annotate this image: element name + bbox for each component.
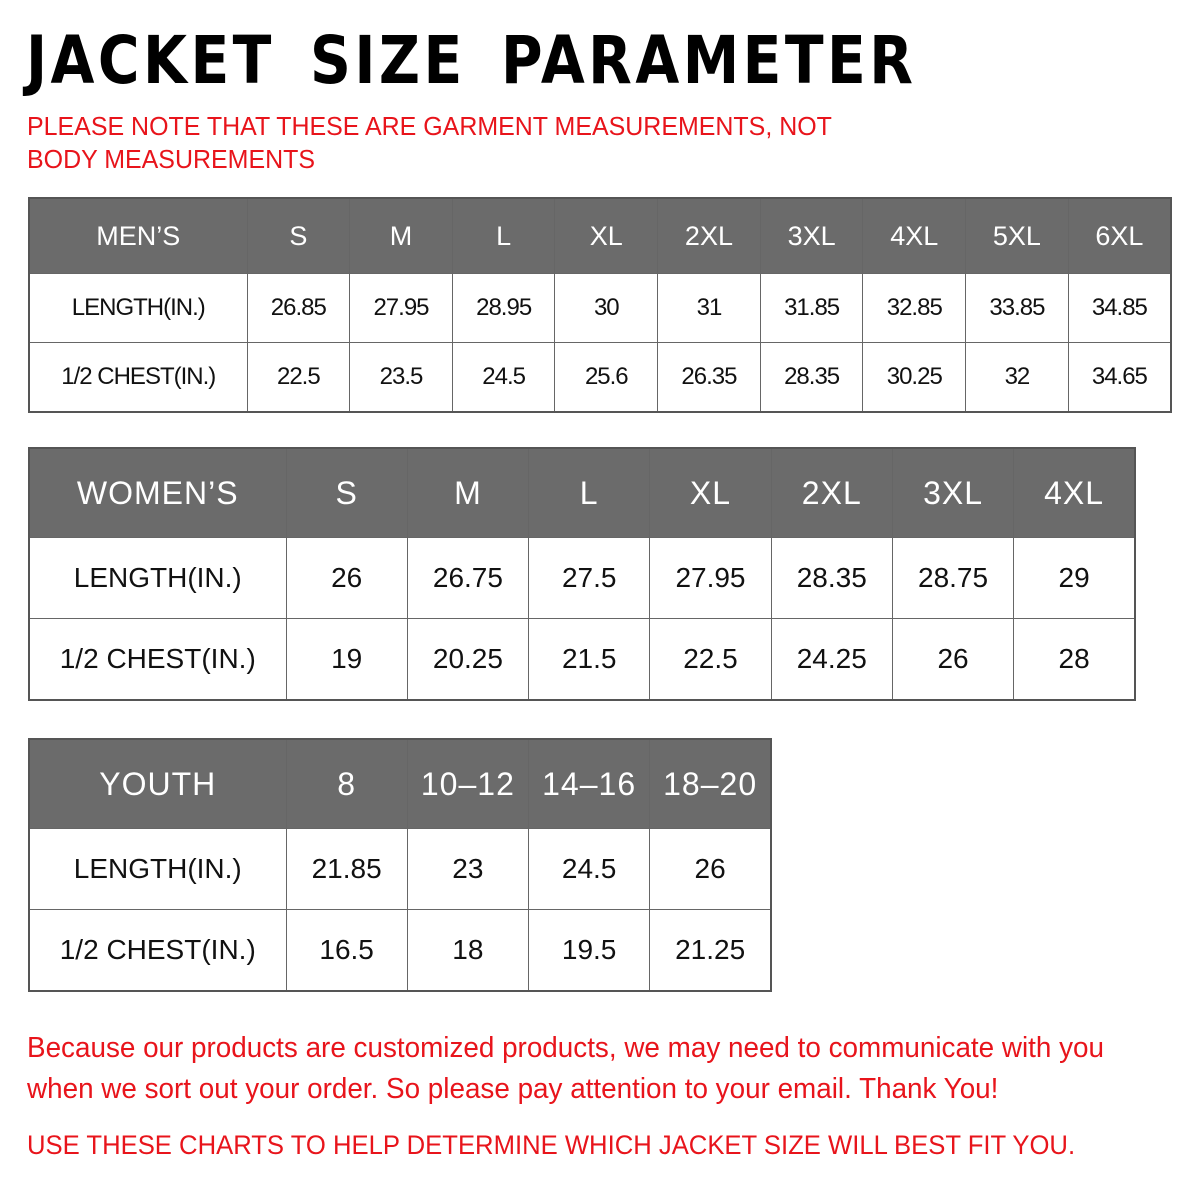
- size-header-cell: S: [285, 447, 408, 538]
- womens-size-table: WOMEN’S S M L XL 2XL 3XL 4XL LENGTH(IN.) 26 26.75 2…: [28, 447, 1136, 701]
- row-label-cell: LENGTH(IN.): [28, 273, 248, 343]
- row-label-cell: YOUTH: [28, 738, 287, 829]
- size-header-cell: 10–12: [406, 738, 530, 829]
- measurement-cell: 22.5: [246, 342, 351, 413]
- table-row: LENGTH(IN.) 26 26.75 27.5 27.95 28.35 28.75 29: [28, 537, 1136, 619]
- row-label-cell: MEN’S: [28, 197, 248, 274]
- measurement-cell: 23: [406, 828, 530, 910]
- measurement-cell: 28.95: [451, 273, 556, 343]
- footer-note: USE THESE CHARTS TO HELP DETERMINE WHICH…: [27, 1130, 1076, 1160]
- measurement-cell: 27.95: [649, 537, 772, 619]
- row-label-cell: WOMEN’S: [28, 447, 287, 538]
- size-header-cell: 2XL: [770, 447, 893, 538]
- size-header-cell: M: [349, 197, 453, 274]
- measurement-cell: 26.75: [406, 537, 530, 619]
- measurement-cell: 23.5: [349, 342, 453, 413]
- size-header-cell: 2XL: [657, 197, 761, 274]
- measurement-cell: 27.5: [528, 537, 651, 619]
- measurement-cell: 28.35: [770, 537, 893, 619]
- measurement-cell: 16.5: [285, 909, 408, 992]
- measurement-cell: 30: [554, 273, 659, 343]
- size-header-cell: 5XL: [965, 197, 1069, 274]
- measurement-cell: 26: [285, 537, 408, 619]
- measurement-cell: 28: [1013, 618, 1136, 701]
- size-header-cell: S: [246, 197, 351, 274]
- measurement-note: PLEASE NOTE THAT THESE ARE GARMENT MEASU…: [27, 111, 832, 174]
- measurement-cell: 33.85: [965, 273, 1069, 343]
- measurement-cell: 26.85: [246, 273, 351, 343]
- measurement-cell: 18: [406, 909, 530, 992]
- measurement-cell: 34.65: [1067, 342, 1172, 413]
- measurement-cell: 24.5: [451, 342, 556, 413]
- table-header-row: WOMEN’S S M L XL 2XL 3XL 4XL: [28, 447, 1136, 538]
- measurement-cell: 26.35: [657, 342, 761, 413]
- size-header-cell: L: [451, 197, 556, 274]
- mens-size-table: MEN’S S M L XL 2XL 3XL 4XL 5XL 6XL LENGTH(IN.) 26.8…: [28, 197, 1172, 413]
- table-row: LENGTH(IN.) 21.85 23 24.5 26: [28, 828, 772, 910]
- size-header-cell: 18–20: [649, 738, 772, 829]
- measurement-cell: 29: [1013, 537, 1136, 619]
- measurement-cell: 21.85: [285, 828, 408, 910]
- measurement-cell: 30.25: [862, 342, 967, 413]
- measurement-cell: 34.85: [1067, 273, 1172, 343]
- table-row: 1/2 CHEST(IN.) 19 20.25 21.5 22.5 24.25 26 28: [28, 618, 1136, 701]
- measurement-cell: 24.5: [527, 828, 651, 910]
- table-header-row: YOUTH 8 10–12 14–16 18–20: [28, 738, 772, 829]
- row-label-cell: 1/2 CHEST(IN.): [28, 618, 287, 701]
- table-row: 1/2 CHEST(IN.) 16.5 18 19.5 21.25: [28, 909, 772, 992]
- measurement-cell: 32.85: [862, 273, 967, 343]
- row-label-cell: 1/2 CHEST(IN.): [28, 909, 287, 992]
- size-header-cell: 4XL: [1013, 447, 1136, 538]
- measurement-cell: 21.25: [649, 909, 772, 992]
- size-header-cell: L: [528, 447, 651, 538]
- measurement-cell: 31.85: [759, 273, 864, 343]
- page-title: JACKET SIZE PARAMETER: [26, 22, 917, 99]
- row-label-cell: LENGTH(IN.): [28, 828, 287, 910]
- size-header-cell: 3XL: [891, 447, 1015, 538]
- size-header-cell: 14–16: [527, 738, 651, 829]
- size-header-cell: 6XL: [1067, 197, 1172, 274]
- size-header-cell: M: [406, 447, 530, 538]
- measurement-cell: 19.5: [527, 909, 651, 992]
- measurement-cell: 21.5: [528, 618, 651, 701]
- customization-message: Because our products are customized prod…: [27, 1032, 1105, 1105]
- measurement-cell: 19: [285, 618, 408, 701]
- table-row: 1/2 CHEST(IN.) 22.5 23.5 24.5 25.6 26.35 28.35…: [28, 342, 1172, 413]
- measurement-cell: 31: [657, 273, 761, 343]
- measurement-cell: 20.25: [406, 618, 530, 701]
- measurement-cell: 25.6: [554, 342, 659, 413]
- measurement-cell: 28.35: [759, 342, 864, 413]
- size-header-cell: 3XL: [759, 197, 864, 274]
- measurement-cell: 26: [891, 618, 1015, 701]
- measurement-cell: 26: [649, 828, 772, 910]
- row-label-cell: 1/2 CHEST(IN.): [28, 342, 248, 413]
- size-header-cell: 4XL: [862, 197, 967, 274]
- table-header-row: MEN’S S M L XL 2XL 3XL 4XL 5XL 6XL: [28, 197, 1172, 274]
- youth-size-table: YOUTH 8 10–12 14–16 18–20 LENGTH(IN.) 21.85 23 2…: [28, 738, 772, 992]
- row-label-cell: LENGTH(IN.): [28, 537, 287, 619]
- measurement-cell: 28.75: [891, 537, 1015, 619]
- measurement-cell: 22.5: [649, 618, 772, 701]
- size-header-cell: XL: [554, 197, 659, 274]
- measurement-cell: 27.95: [349, 273, 453, 343]
- size-header-cell: XL: [649, 447, 772, 538]
- size-header-cell: 8: [285, 738, 408, 829]
- table-row: LENGTH(IN.) 26.85 27.95 28.95 30 31 31.85 32.85…: [28, 273, 1172, 343]
- measurement-cell: 24.25: [770, 618, 893, 701]
- measurement-cell: 32: [965, 342, 1069, 413]
